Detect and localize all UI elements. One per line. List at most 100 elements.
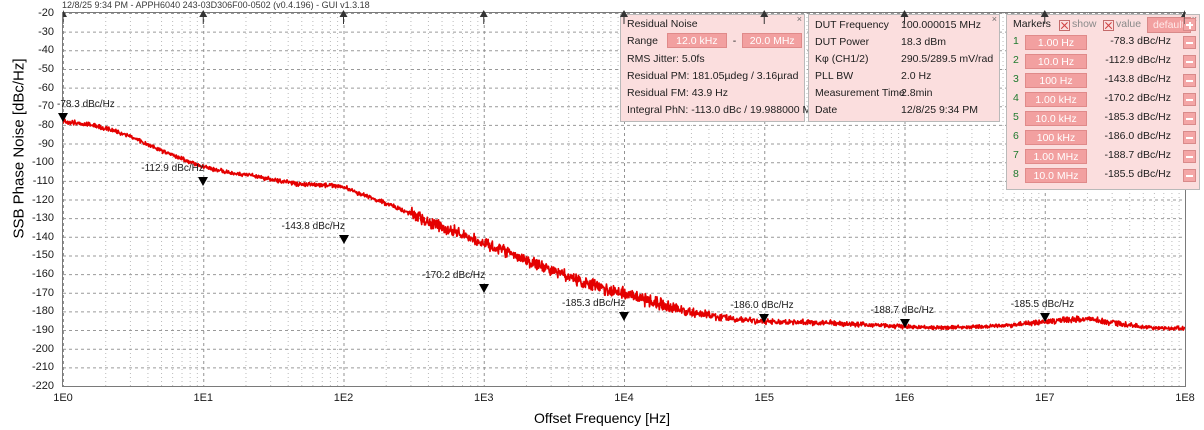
x-axis-label: Offset Frequency [Hz] [534, 410, 670, 426]
x-tick-label: 1E2 [333, 392, 354, 404]
remove-marker-button[interactable] [1183, 74, 1196, 87]
marker-value-label: -188.7 dBc/Hz [870, 304, 934, 316]
x-tick-label: 1E8 [1175, 392, 1195, 404]
dut-info-key: Date [815, 104, 838, 116]
y-tick-label: -200 [31, 342, 54, 355]
close-icon[interactable]: × [796, 14, 802, 24]
y-tick-label: -170 [31, 286, 54, 299]
remove-marker-button[interactable] [1183, 36, 1196, 49]
dut-info-value: 100.000015 MHz [901, 19, 981, 31]
marker-row-index: 1 [1013, 35, 1019, 47]
marker-value: -112.9 dBc/Hz [1105, 54, 1171, 66]
range-dash: - [732, 35, 737, 47]
marker-value: -188.7 dBc/Hz [1104, 149, 1171, 161]
marker-frequency-field[interactable]: 1.00 MHz [1025, 149, 1087, 164]
marker-value: -185.3 dBc/Hz [1104, 111, 1171, 123]
marker-value: -170.2 dBc/Hz [1104, 92, 1171, 104]
show-label: show [1072, 18, 1097, 30]
marker-value-label: -186.0 dBc/Hz [730, 299, 794, 311]
y-tick-label: -70 [38, 100, 54, 113]
markers-panel: × Markers show value default 11.00 Hz-78… [1006, 14, 1200, 190]
marker-value: -185.5 dBc/Hz [1104, 168, 1171, 180]
marker-triangle-icon [198, 177, 209, 187]
marker-frequency-field[interactable]: 1.00 kHz [1025, 92, 1087, 107]
y-tick-label: -110 [32, 174, 54, 187]
remove-marker-button[interactable] [1183, 169, 1196, 182]
marker-value: -78.3 dBc/Hz [1110, 35, 1171, 47]
y-tick-label: -20 [38, 7, 54, 19]
marker-row-index: 6 [1013, 130, 1019, 142]
marker-value-label: -112.9 dBc/Hz [141, 163, 204, 175]
marker-triangle-icon [338, 234, 349, 244]
dut-info-key: DUT Power [815, 36, 870, 48]
marker-frequency-field[interactable]: 100 Hz [1025, 73, 1087, 88]
value-label: value [1116, 18, 1142, 30]
x-tick-label: 1E6 [894, 392, 915, 404]
x-tick-label: 1E1 [193, 392, 214, 404]
y-tick-label: -100 [31, 156, 54, 169]
marker-frequency-field[interactable]: 100 kHz [1025, 130, 1087, 145]
add-marker-button[interactable] [1183, 18, 1196, 31]
marker-row-index: 5 [1013, 111, 1019, 123]
residual-fm-row: Residual FM: 43.9 Hz [627, 87, 728, 99]
marker-frequency-field[interactable]: 10.0 Hz [1025, 54, 1087, 69]
markers-title: Markers [1013, 18, 1051, 30]
y-tick-label: -190 [31, 324, 54, 337]
residual-noise-title: Residual Noise [627, 18, 698, 30]
marker-value: -186.0 dBc/Hz [1104, 130, 1171, 142]
y-tick-label: -160 [31, 268, 54, 281]
marker-value-label: -78.3 dBc/Hz [57, 98, 115, 110]
x-tick-label: 1E3 [473, 392, 494, 404]
marker-row-index: 4 [1013, 92, 1019, 104]
remove-marker-button[interactable] [1183, 150, 1196, 163]
y-tick-label: -150 [31, 249, 54, 262]
marker-triangle-icon [478, 284, 489, 294]
marker-value-label: -185.5 dBc/Hz [1010, 298, 1075, 310]
dut-info-value: 290.5/289.5 mV/rad [901, 53, 994, 65]
remove-marker-button[interactable] [1183, 131, 1196, 144]
integral-phn-row: Integral PhN: -113.0 dBc / 19.988000 MHz [627, 104, 825, 116]
rms-jitter-row: RMS Jitter: 5.0fs [627, 53, 705, 65]
y-tick-label: -180 [31, 305, 54, 318]
marker-row-index: 2 [1013, 54, 1019, 66]
x-tick-label: 1E4 [614, 392, 634, 404]
range-to-field[interactable]: 20.0 MHz [742, 33, 803, 48]
title-bar: 12/8/25 9:34 PM - APPH6040 243-03D306F00… [62, 0, 370, 10]
marker-row-index: 8 [1013, 168, 1019, 180]
residual-pm-row: Residual PM: 181.05µdeg / 3.16µrad [627, 70, 799, 82]
marker-value-label: -185.3 dBc/Hz [562, 298, 626, 310]
x-tick-label: 1E0 [53, 392, 73, 404]
remove-marker-button[interactable] [1183, 93, 1196, 106]
top-axis-arrows [63, 10, 1185, 24]
range-from-field[interactable]: 12.0 kHz [666, 33, 727, 48]
x-tick-label: 1E7 [1034, 392, 1055, 404]
value-checkbox[interactable] [1103, 20, 1114, 31]
residual-noise-panel: Residual Noise × Range 12.0 kHz - 20.0 M… [620, 14, 824, 122]
y-tick-label: -80 [38, 118, 54, 131]
dut-info-panel: × DUT Frequency 100.000015 MHz DUT Power 18… [808, 14, 1000, 122]
marker-triangle-icon [58, 112, 68, 122]
marker-row-index: 3 [1013, 73, 1019, 85]
show-checkbox[interactable] [1059, 20, 1070, 31]
y-tick-label: -220 [31, 380, 54, 392]
marker-frequency-field[interactable]: 10.0 MHz [1025, 168, 1087, 183]
dut-info-key: DUT Frequency [815, 19, 889, 31]
marker-value-label: -143.8 dBc/Hz [281, 220, 345, 232]
y-tick-label: -60 [38, 81, 54, 94]
marker-triangle-icon [759, 313, 770, 323]
remove-marker-button[interactable] [1183, 112, 1196, 125]
close-icon[interactable]: × [991, 14, 997, 24]
y-tick-label: -130 [31, 212, 54, 225]
range-label: Range [627, 35, 658, 47]
default-button[interactable]: default [1147, 17, 1191, 33]
y-tick-label: -40 [38, 44, 54, 57]
y-tick-label: -210 [31, 361, 54, 374]
dut-info-value: 2.0 Hz [901, 70, 932, 82]
remove-marker-button[interactable] [1183, 55, 1196, 68]
marker-frequency-field[interactable]: 1.00 Hz [1025, 35, 1087, 50]
dut-info-value: 2.8min [901, 87, 933, 99]
y-tick-label: -90 [38, 137, 54, 150]
dut-info-key: Kφ (CH1/2) [815, 53, 869, 65]
marker-frequency-field[interactable]: 10.0 kHz [1025, 111, 1087, 126]
